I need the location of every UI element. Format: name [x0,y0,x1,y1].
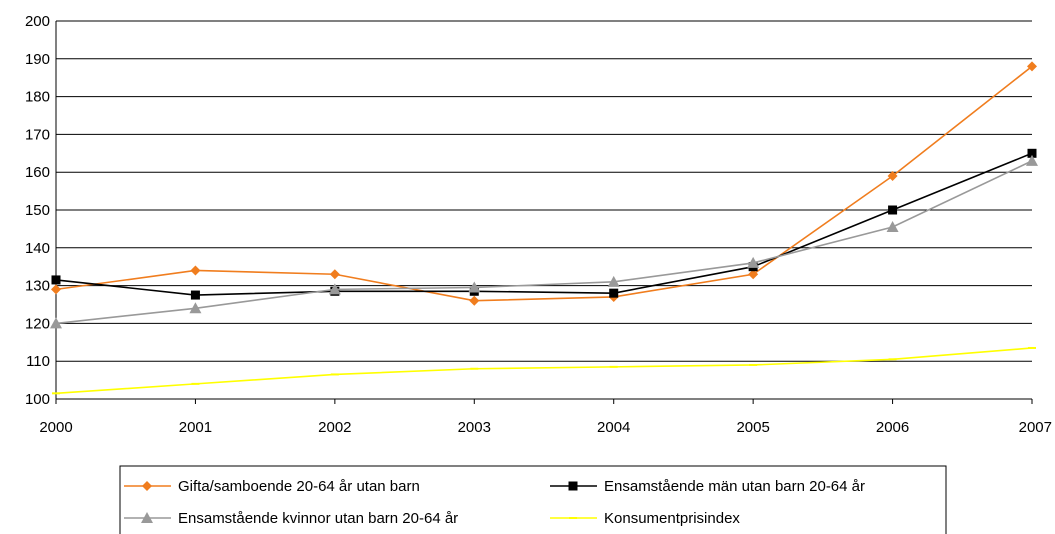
series-3 [50,154,1038,329]
x-tick-label: 2003 [458,419,491,436]
series-line [55,347,1033,395]
legend-label: Ensamstående kvinnor utan barn 20-64 år [178,510,458,527]
y-axis-tick-labels: 100 110 120 130 140 150 160 170 180 190 200 [25,13,50,408]
x-tick-label: 2000 [39,419,72,436]
x-axis-tick-labels: 2000 2001 2002 2003 2004 2005 2006 2007 [39,419,1052,436]
data-point [329,269,340,280]
legend-item: Konsumentprisindex [550,510,740,527]
y-tick-label: 190 [25,51,50,68]
data-point [328,283,341,295]
data-point [468,281,481,293]
y-tick-label: 200 [25,13,50,30]
x-tick-label: 2007 [1019,419,1052,436]
data-point [748,269,759,280]
legend-item: Gifta/samboende 20-64 år utan barn [124,478,420,495]
x-tick-label: 2006 [876,419,909,436]
legend-label: Konsumentprisindex [604,510,740,527]
series-4 [52,346,1036,395]
y-tick-label: 160 [25,164,50,181]
y-tick-label: 140 [25,240,50,257]
data-point [1027,148,1037,158]
x-tick-label: 2005 [736,419,769,436]
legend-box [119,465,947,534]
legend-label: Gifta/samboende 20-64 år utan barn [178,478,420,495]
series-2 [51,148,1037,300]
y-tick-label: 150 [25,202,50,219]
gridlines [55,20,1033,404]
legend-label: Ensamstående män utan barn 20-64 år [604,478,865,495]
legend: Gifta/samboende 20-64 år utan barn Ensams… [119,465,947,534]
y-tick-label: 180 [25,89,50,106]
legend-item: Ensamstående kvinnor utan barn 20-64 år [124,510,458,527]
data-point [1026,154,1038,166]
legend-item: Ensamstående män utan barn 20-64 år [550,478,865,495]
data-point [469,295,480,306]
series-group [50,61,1038,395]
x-tick-label: 2004 [597,419,630,436]
data-point [886,221,899,233]
series-line [55,65,1033,302]
data-point [887,170,898,181]
data-point [51,275,61,285]
data-point [1027,61,1037,72]
data-point [888,205,898,215]
series-line [55,152,1033,296]
data-point [609,288,619,298]
data-point [190,265,201,276]
y-tick-label: 130 [25,278,50,295]
y-tick-label: 120 [25,315,50,332]
data-point [607,275,620,287]
data-point [747,256,760,268]
legend-swatch-marker [142,481,152,491]
y-tick-label: 170 [25,126,50,143]
x-tick-label: 2002 [318,419,351,436]
legend-swatch-marker [568,481,578,491]
legend-swatch-marker [141,512,153,523]
data-point [190,290,200,300]
data-point [50,317,62,329]
y-tick-label: 100 [25,391,50,408]
data-point [189,302,202,314]
y-tick-label: 110 [26,353,50,370]
series-line [55,160,1033,325]
x-tick-label: 2001 [179,419,212,436]
data-point [51,284,61,295]
series-1 [51,61,1037,306]
